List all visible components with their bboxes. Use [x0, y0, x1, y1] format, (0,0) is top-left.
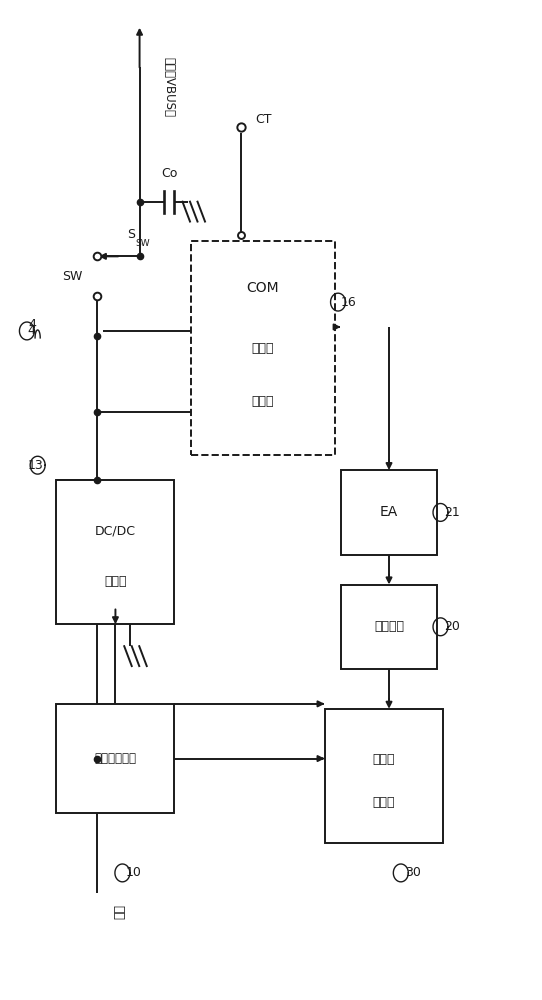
Text: 绝缘电路: 绝缘电路: [374, 620, 404, 633]
Text: CT: CT: [255, 113, 272, 126]
Text: EA: EA: [380, 505, 398, 519]
Text: 电源供给电路: 电源供给电路: [94, 752, 137, 765]
Text: 输出（VBUS）: 输出（VBUS）: [163, 57, 176, 117]
Text: SW: SW: [135, 239, 150, 248]
Text: 4: 4: [27, 324, 35, 337]
Text: 次级侧: 次级侧: [251, 342, 274, 355]
Bar: [191, 241, 335, 455]
Text: 21: 21: [444, 506, 460, 519]
Text: 输入: 输入: [112, 905, 125, 920]
Text: 控制器: 控制器: [372, 796, 395, 809]
Text: S: S: [127, 228, 136, 241]
Bar: [325, 709, 443, 843]
Text: 30: 30: [405, 866, 421, 879]
Text: SW: SW: [62, 270, 83, 283]
Text: 转换器: 转换器: [104, 575, 127, 588]
Bar: [56, 704, 175, 813]
Text: 20: 20: [444, 620, 460, 633]
Text: DC/DC: DC/DC: [95, 524, 136, 537]
Text: 初级侧: 初级侧: [372, 753, 395, 766]
Text: 4: 4: [28, 318, 36, 331]
Bar: [341, 585, 437, 669]
Text: 13: 13: [27, 459, 43, 472]
Text: COM: COM: [247, 281, 279, 295]
Bar: [56, 480, 175, 624]
Text: Co: Co: [161, 167, 177, 180]
Text: 10: 10: [126, 866, 142, 879]
Text: 16: 16: [341, 296, 357, 309]
Bar: [341, 470, 437, 555]
Text: 控制器: 控制器: [251, 395, 274, 408]
